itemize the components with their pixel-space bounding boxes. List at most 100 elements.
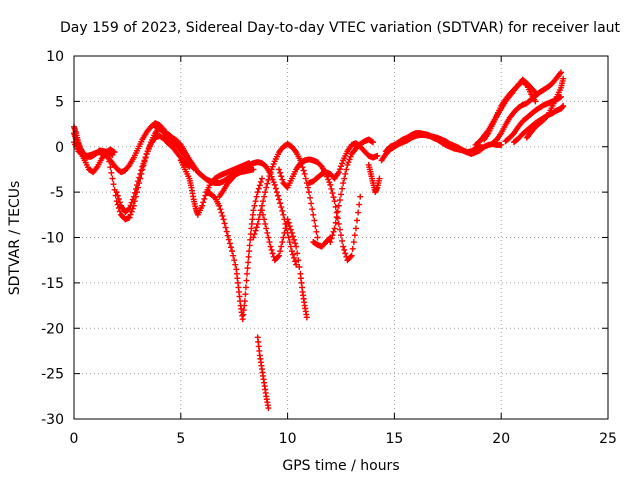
data-point (276, 166, 283, 173)
data-point (284, 216, 291, 223)
data-point (350, 239, 357, 246)
data-point (279, 176, 286, 183)
series-arc-6 (152, 123, 257, 187)
data-point (135, 178, 142, 185)
data-point (106, 158, 113, 165)
data-point (225, 236, 232, 243)
data-point (114, 192, 121, 199)
data-point (295, 257, 302, 264)
data-point (244, 265, 251, 272)
data-point (109, 175, 116, 182)
data-point (274, 192, 281, 199)
data-point (242, 284, 249, 291)
data-point (265, 176, 272, 183)
y-tick-label: 10 (46, 49, 64, 65)
data-point (532, 98, 539, 105)
data-point (136, 174, 143, 181)
data-point (230, 252, 237, 259)
data-point (287, 243, 294, 250)
data-point (267, 243, 274, 250)
data-point (199, 202, 206, 209)
data-point (217, 206, 224, 213)
data-point (126, 214, 133, 221)
data-point (110, 181, 117, 188)
data-point (303, 314, 310, 321)
series-arc-12 (250, 141, 321, 241)
data-point (338, 191, 344, 198)
data-point (340, 180, 347, 187)
data-point (343, 166, 350, 173)
x-tick-label: 25 (599, 431, 617, 447)
data-point (276, 252, 283, 259)
data-point (294, 250, 301, 257)
data-point (262, 220, 269, 227)
data-point (301, 170, 308, 177)
data-point (289, 233, 296, 240)
data-point (307, 194, 314, 201)
data-point (299, 164, 306, 171)
data-point (245, 259, 252, 266)
y-tick-label: -20 (41, 321, 64, 337)
series-arc-4 (105, 125, 197, 223)
data-point (340, 243, 347, 250)
data-point (348, 252, 355, 259)
data-point (242, 291, 249, 298)
data-point (336, 197, 343, 204)
data-point (253, 224, 260, 231)
data-point (134, 182, 141, 189)
data-point (265, 234, 272, 241)
data-point (270, 160, 277, 167)
data-point (241, 298, 248, 305)
data-point (116, 208, 123, 215)
data-point (332, 219, 339, 226)
data-point (270, 179, 277, 186)
data-point (354, 217, 361, 224)
data-point (267, 169, 274, 176)
data-point (335, 202, 342, 209)
data-point (260, 198, 267, 205)
data-point (257, 207, 264, 214)
data-point (224, 232, 231, 239)
data-point (292, 258, 299, 265)
data-point (357, 193, 364, 200)
data-point (261, 193, 268, 200)
data-point (339, 237, 346, 244)
data-point (254, 220, 261, 227)
data-point (220, 216, 227, 223)
data-point (344, 161, 351, 168)
data-point (560, 75, 567, 82)
data-point (266, 173, 273, 180)
data-point (254, 189, 261, 196)
data-point (262, 189, 269, 196)
data-point (116, 199, 123, 206)
data-point (302, 175, 309, 182)
data-point (305, 189, 312, 196)
data-point (280, 234, 287, 241)
series-arc-11 (258, 207, 310, 321)
data-point (246, 248, 253, 255)
data-point (313, 228, 320, 235)
data-point (256, 211, 263, 218)
data-point (232, 261, 239, 268)
data-point (265, 405, 272, 412)
data-point (330, 194, 337, 201)
data-point (349, 245, 356, 252)
x-axis-label: GPS time / hours (282, 458, 399, 474)
data-point (253, 193, 260, 200)
data-point (272, 185, 279, 192)
data-point (221, 220, 228, 227)
x-tick-label: 0 (70, 431, 79, 447)
data-point (338, 232, 344, 239)
data-point (251, 231, 258, 238)
data-point (261, 216, 268, 223)
data-point (263, 184, 270, 191)
data-point (304, 184, 311, 191)
data-point (351, 232, 358, 239)
data-point (125, 206, 132, 213)
data-point (223, 228, 230, 235)
data-point (105, 152, 112, 159)
data-point (268, 166, 275, 173)
data-point (113, 189, 120, 196)
data-point (132, 185, 139, 192)
